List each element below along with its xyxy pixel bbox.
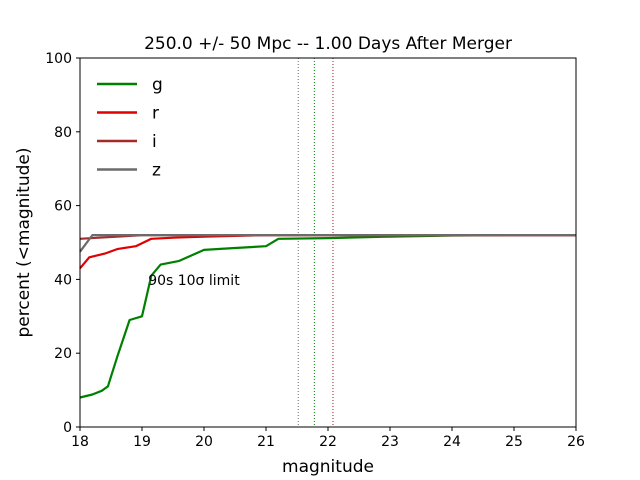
y-tick-label: 20 bbox=[54, 346, 72, 362]
x-tick-label: 22 bbox=[319, 434, 337, 450]
x-axis-ticks: 18 19 20 21 22 23 24 25 26 bbox=[71, 427, 585, 450]
y-tick-label: 0 bbox=[63, 420, 72, 436]
x-tick-label: 25 bbox=[505, 434, 523, 450]
legend-label-r: r bbox=[152, 104, 159, 124]
x-tick-label: 19 bbox=[133, 434, 151, 450]
x-tick-label: 20 bbox=[195, 434, 213, 450]
y-axis-label: percent (<magnitude) bbox=[14, 148, 34, 338]
series-lines bbox=[79, 234, 576, 399]
limit-annotation: 90s 10σ limit bbox=[148, 273, 240, 289]
limit-lines bbox=[297, 58, 334, 427]
y-tick-label: 100 bbox=[45, 51, 72, 67]
y-tick-label: 40 bbox=[54, 272, 72, 288]
series-line-r bbox=[79, 234, 576, 270]
x-axis-label: magnitude bbox=[282, 457, 374, 477]
y-tick-label: 60 bbox=[54, 199, 72, 215]
legend-label-i: i bbox=[152, 132, 157, 152]
legend-label-g: g bbox=[152, 75, 163, 95]
x-tick-label: 24 bbox=[443, 434, 461, 450]
x-tick-label: 18 bbox=[71, 434, 89, 450]
x-tick-label: 26 bbox=[567, 434, 585, 450]
x-tick-label: 23 bbox=[381, 434, 399, 450]
x-tick-label: 21 bbox=[257, 434, 275, 450]
series-line-g bbox=[79, 234, 576, 399]
chart-title: 250.0 +/- 50 Mpc -- 1.00 Days After Merg… bbox=[144, 34, 512, 54]
legend-label-z: z bbox=[152, 161, 161, 181]
y-tick-label: 80 bbox=[54, 125, 72, 141]
series-line-z bbox=[79, 234, 576, 253]
y-axis-ticks: 0 20 40 60 80 100 bbox=[45, 51, 80, 436]
